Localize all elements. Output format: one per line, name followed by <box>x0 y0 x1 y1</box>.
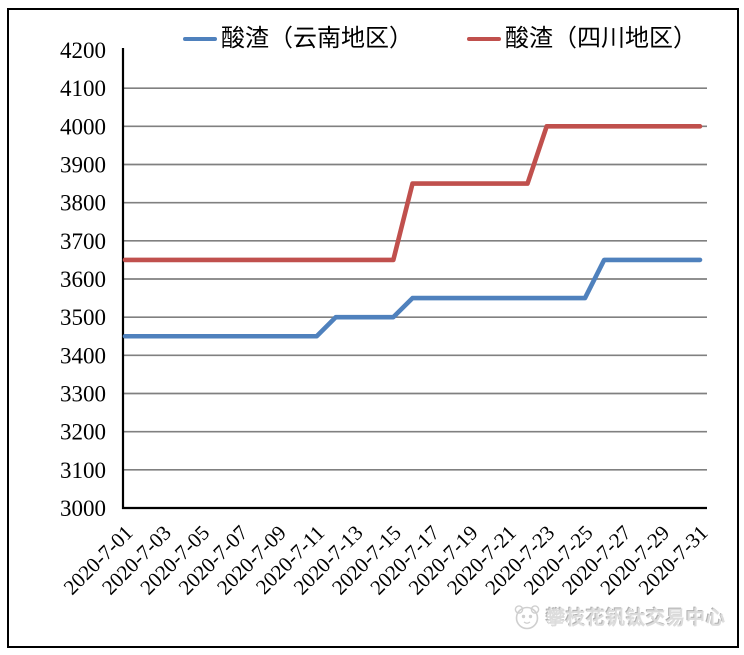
y-axis-label: 4100 <box>60 76 106 101</box>
legend-item-sichuan: 酸渣（四川地区） <box>467 26 697 52</box>
y-axis-label: 3200 <box>60 420 106 445</box>
y-axis-label: 3400 <box>60 343 106 368</box>
legend: 酸渣（云南地区） 酸渣（四川地区） <box>183 26 697 52</box>
y-axis-label: 3800 <box>60 191 106 216</box>
sichuan-legend-label: 酸渣（四川地区） <box>505 26 697 52</box>
watermark: 攀枝花钒钛交易中心 <box>512 599 726 633</box>
legend-item-yunnan: 酸渣（云南地区） <box>183 26 413 52</box>
y-axis-label: 3600 <box>60 267 106 292</box>
y-axis-label: 4200 <box>60 38 106 63</box>
y-axis-label: 3100 <box>60 458 106 483</box>
watermark-text: 攀枝花钒钛交易中心 <box>546 607 727 629</box>
panda-logo-icon <box>514 605 540 630</box>
y-axis-label: 3900 <box>60 153 106 178</box>
yunnan-line-swatch <box>183 37 217 42</box>
sichuan-line-swatch <box>467 37 501 42</box>
y-axis-label: 3000 <box>60 496 106 521</box>
series-line-sichuan <box>122 124 703 263</box>
series-line-yunnan <box>122 257 703 339</box>
y-axis-label: 3500 <box>60 305 106 330</box>
y-axis-label: 3700 <box>60 229 106 254</box>
y-axis-label: 4000 <box>60 114 106 139</box>
y-axis-label: 3300 <box>60 382 106 407</box>
yunnan-legend-label: 酸渣（云南地区） <box>221 26 413 52</box>
